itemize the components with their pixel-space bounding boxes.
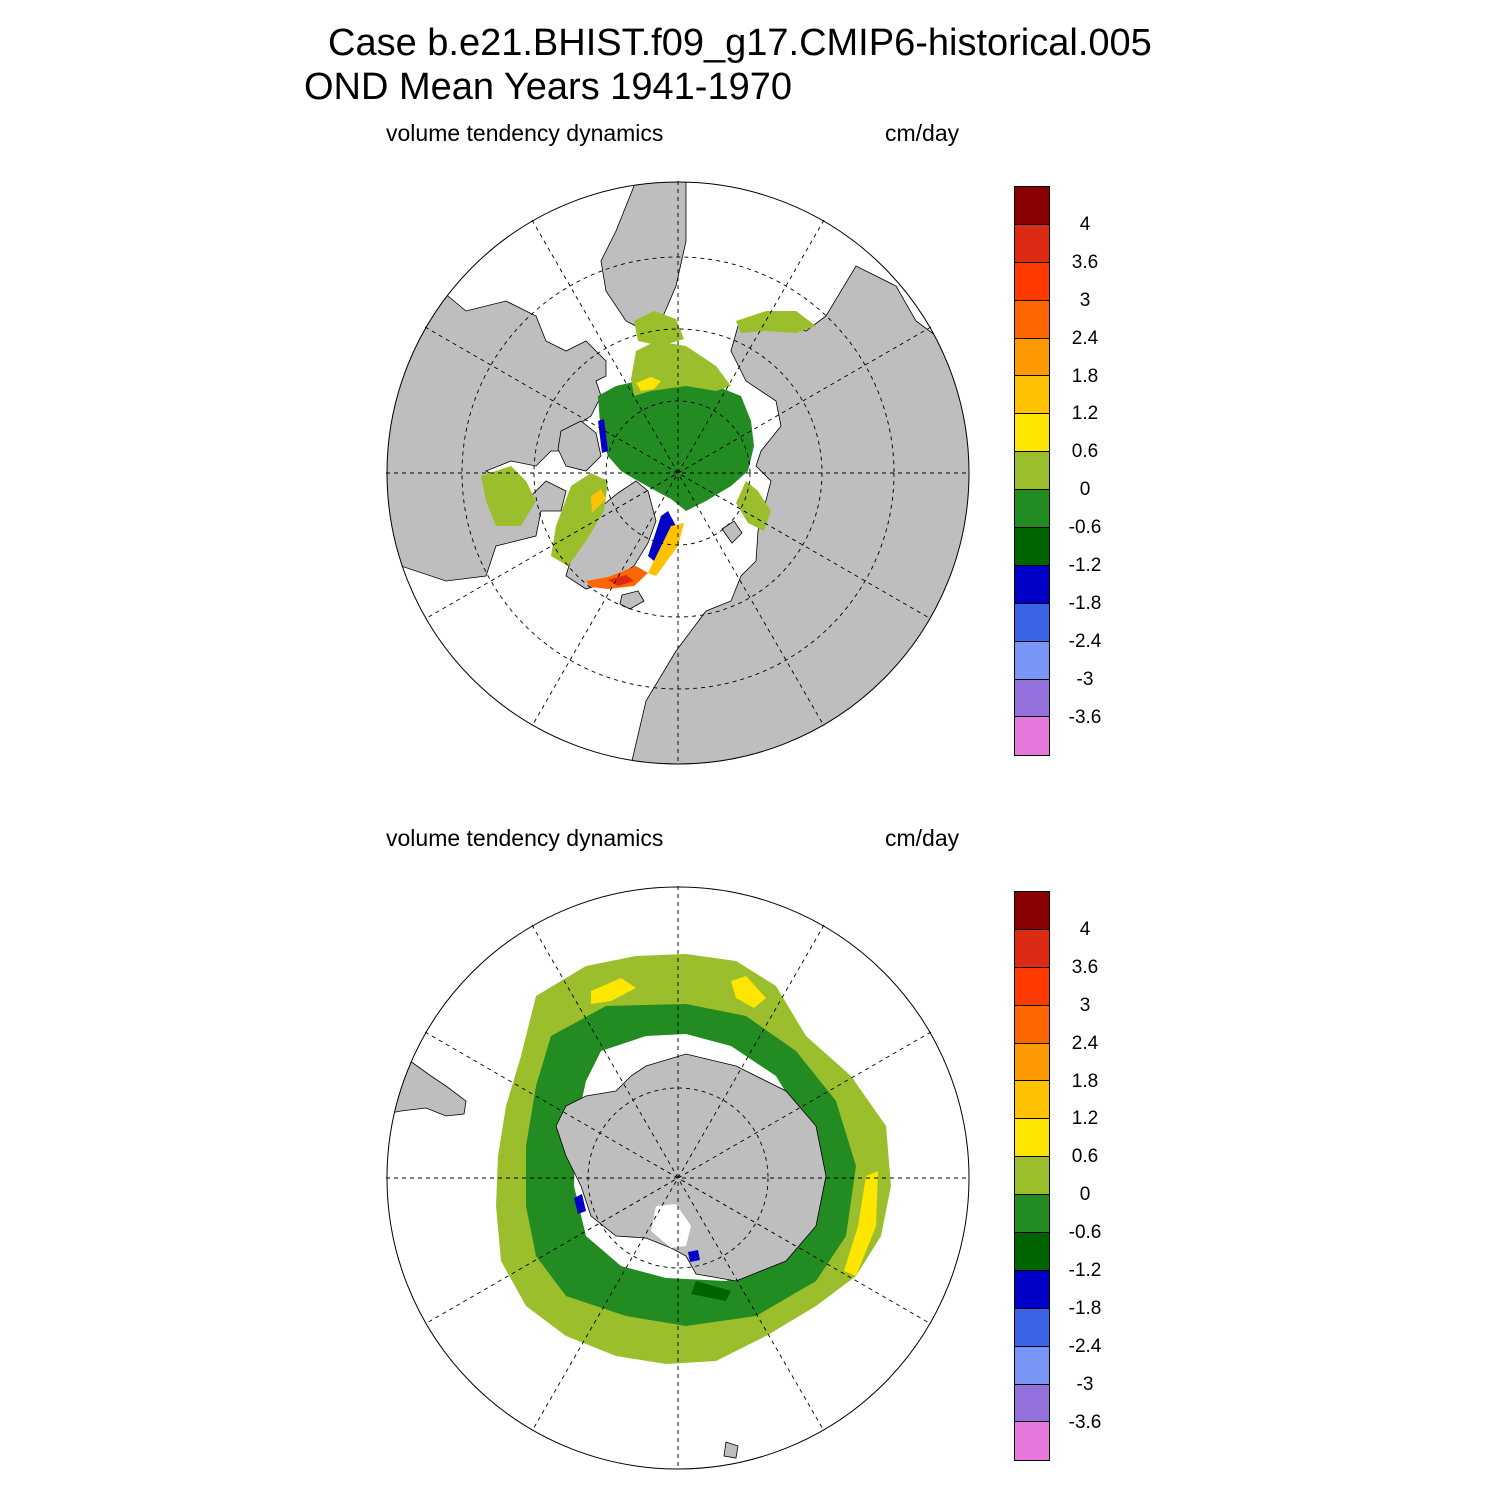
graticule xyxy=(386,886,970,1470)
colorbar-swatch xyxy=(1015,452,1049,491)
colorbar-tick-label: 1.8 xyxy=(1071,365,1099,387)
east-greenland-positive xyxy=(648,523,684,576)
panel2-colorbar xyxy=(1014,891,1050,1462)
negative-patch-ross xyxy=(688,1250,700,1262)
colorbar-swatch xyxy=(1015,414,1049,453)
colorbar-tick-label: 4 xyxy=(1079,918,1091,940)
east-greenland-negative xyxy=(648,511,676,561)
colorbar-swatch xyxy=(1015,1308,1049,1347)
colorbar-swatch xyxy=(1015,1270,1049,1309)
colorbar-tick-label: 1.2 xyxy=(1071,403,1099,425)
colorbar-tick-label: -2.4 xyxy=(1068,630,1102,652)
colorbar-swatch xyxy=(1015,528,1049,566)
small-island xyxy=(723,1441,739,1459)
colorbar-tick-label: 1.2 xyxy=(1071,1108,1099,1130)
colorbar-swatch xyxy=(1015,1157,1049,1196)
colorbar-swatch xyxy=(1015,967,1049,1006)
colorbar-tick-label: -1.8 xyxy=(1068,1297,1102,1319)
colorbar-tick-label: 0 xyxy=(1079,479,1091,501)
colorbar-tick-label: 0.6 xyxy=(1071,1146,1099,1168)
positive-patch-3 xyxy=(844,1171,878,1276)
panel1-units-label: cm/day xyxy=(885,120,960,146)
colorbar-tick-label: -1.8 xyxy=(1068,592,1102,614)
colorbar-tick-label: -0.6 xyxy=(1068,517,1102,539)
colorbar-tick-label: 1.8 xyxy=(1071,1070,1099,1092)
colorbar-swatch xyxy=(1015,187,1049,225)
colorbar-swatch xyxy=(1015,1005,1049,1044)
colorbar-swatch xyxy=(1015,1384,1049,1423)
baffin-positive-field xyxy=(591,489,606,513)
northern-canada-islands xyxy=(557,420,602,472)
colorbar-tick-label: -3.6 xyxy=(1068,706,1102,728)
map-boundary xyxy=(386,181,970,765)
colorbar-swatch xyxy=(1015,929,1049,968)
colorbar-swatch xyxy=(1015,565,1049,604)
map-boundary xyxy=(386,886,970,1470)
graticule xyxy=(386,181,970,765)
strong-negative-patch xyxy=(691,1281,731,1301)
colorbar-swatch xyxy=(1015,1195,1049,1234)
colorbar-swatch xyxy=(1015,376,1049,415)
colorbar-swatch xyxy=(1015,679,1049,718)
weddell-ross-gap xyxy=(651,1204,691,1248)
colorbar-tick-label: 4 xyxy=(1079,213,1091,235)
colorbar-tick-label: 3.6 xyxy=(1071,251,1099,273)
colorbar-tick-label: -2.4 xyxy=(1068,1335,1102,1357)
arctic-basin-field xyxy=(598,379,754,511)
colorbar-swatch xyxy=(1015,641,1049,680)
colorbar-swatch xyxy=(1015,1119,1049,1158)
negative-patch-amundsen xyxy=(574,1194,586,1214)
colorbar-tick-label: 0 xyxy=(1079,1184,1091,1206)
colorbar-swatch xyxy=(1015,892,1049,930)
colorbar-tick-label: -1.2 xyxy=(1068,1260,1102,1281)
antarctic-polar-map xyxy=(386,886,970,1470)
eurasia-landmass xyxy=(630,265,969,764)
hudson-bay-field xyxy=(481,466,536,526)
bering-sea-field xyxy=(634,311,684,346)
colorbar-tick-label: 0.6 xyxy=(1071,441,1099,463)
colorbar-tick-label: -1.2 xyxy=(1068,555,1102,576)
colorbar-tick-label: -3 xyxy=(1076,668,1094,690)
chukchi-positive-field xyxy=(636,377,661,391)
colorbar-swatch xyxy=(1015,338,1049,377)
plot-title-line1: Case b.e21.BHIST.f09_g17.CMIP6-historica… xyxy=(328,22,1152,64)
svalbard-island xyxy=(721,520,743,544)
colorbar-tick-label: 2.4 xyxy=(1071,327,1099,349)
colorbar-tick-label: -0.6 xyxy=(1068,1222,1102,1244)
panel2-units-label: cm/day xyxy=(885,825,960,851)
iceland-island xyxy=(619,590,645,610)
colorbar-tick-label: 3.6 xyxy=(1071,956,1099,978)
colorbar-swatch xyxy=(1015,717,1049,756)
canadian-archipelago-negative xyxy=(598,419,608,453)
colorbar-swatch xyxy=(1015,1081,1049,1120)
panel2-variable-label: volume tendency dynamics xyxy=(386,825,664,851)
colorbar-tick-label: -3.6 xyxy=(1068,1411,1102,1433)
positive-patch-1 xyxy=(591,978,636,1004)
barents-kara-field xyxy=(736,481,771,531)
plot-title-line2: OND Mean Years 1941-1970 xyxy=(304,66,792,108)
colorbar-swatch xyxy=(1015,1233,1049,1271)
panel1-colorbar xyxy=(1014,186,1050,757)
colorbar-swatch xyxy=(1015,300,1049,339)
colorbar-tick-label: 2.4 xyxy=(1071,1032,1099,1054)
colorbar-swatch xyxy=(1015,1422,1049,1461)
colorbar-swatch xyxy=(1015,224,1049,263)
panel1-variable-label: volume tendency dynamics xyxy=(386,120,664,146)
colorbar-swatch xyxy=(1015,1346,1049,1385)
colorbar-tick-label: -3 xyxy=(1076,1373,1094,1395)
colorbar-swatch xyxy=(1015,603,1049,642)
colorbar-tick-label: 3 xyxy=(1079,289,1091,311)
colorbar-swatch xyxy=(1015,490,1049,529)
arctic-polar-map xyxy=(386,181,970,765)
colorbar-tick-label: 3 xyxy=(1079,994,1091,1016)
positive-patch-2 xyxy=(731,976,766,1008)
okhotsk-sea-field xyxy=(736,311,816,333)
colorbar-swatch xyxy=(1015,262,1049,301)
colorbar-swatch xyxy=(1015,1043,1049,1082)
inner-negative-ring xyxy=(526,1004,856,1326)
